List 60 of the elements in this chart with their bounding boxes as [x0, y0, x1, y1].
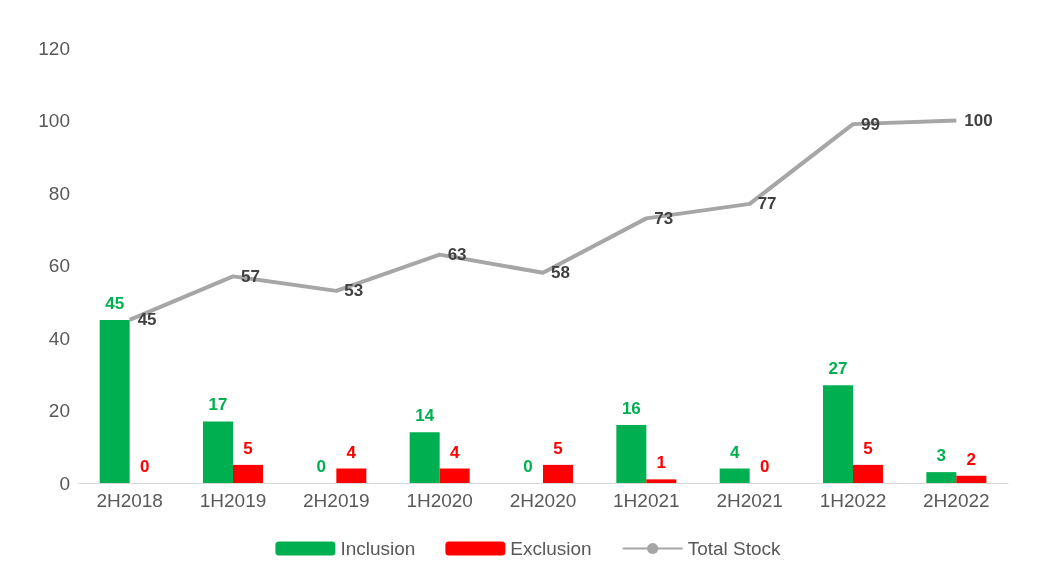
y-tick-label: 100: [38, 110, 70, 131]
data-label: 2: [966, 449, 977, 469]
data-label: 58: [551, 263, 570, 283]
data-label: 27: [828, 359, 848, 379]
data-label: 14: [415, 406, 435, 426]
data-label: 0: [759, 457, 770, 476]
x-tick-label: 2H2019: [303, 490, 370, 511]
bar: [616, 425, 647, 483]
bar: [409, 432, 440, 483]
bar: [646, 479, 677, 483]
data-label: 45: [105, 293, 125, 313]
data-label: 4: [346, 442, 357, 462]
y-tick-label: 0: [59, 472, 70, 494]
data-label: 3: [936, 446, 947, 466]
bar: [543, 464, 573, 483]
data-label: 16: [621, 399, 641, 418]
bar: [956, 475, 987, 483]
x-tick-label: 1H2021: [613, 490, 680, 511]
bar: [926, 472, 957, 483]
y-tick-label: 60: [48, 255, 70, 276]
data-label: 99: [861, 114, 880, 134]
data-label: 1: [656, 453, 667, 473]
data-label: 77: [757, 194, 777, 214]
bar: [853, 464, 883, 483]
y-tick-label: 80: [48, 182, 70, 204]
data-label: 73: [654, 208, 674, 228]
y-tick-label: 40: [48, 327, 70, 349]
y-tick-label: 20: [48, 400, 70, 421]
legend-label: Total Stock: [687, 538, 782, 559]
x-tick-label: 2H2018: [96, 490, 163, 511]
x-tick-label: 2H2022: [923, 490, 990, 511]
data-label: 5: [243, 438, 253, 458]
bar: [336, 468, 367, 483]
legend-label: Inclusion: [340, 538, 416, 559]
data-label: 4: [449, 442, 460, 462]
x-tick-label: 2H2020: [509, 490, 577, 511]
x-tick-label: 1H2020: [406, 490, 473, 511]
data-label: 0: [523, 457, 533, 476]
data-label: 100: [964, 111, 993, 130]
bar: [823, 385, 853, 483]
legend-label: Exclusion: [510, 538, 592, 559]
data-label: 0: [316, 457, 327, 476]
y-tick-label: 120: [38, 37, 70, 59]
data-label: 45: [137, 310, 157, 330]
bar: [719, 468, 750, 483]
data-label: 63: [447, 245, 467, 265]
bar: [203, 421, 233, 483]
data-label: 0: [139, 457, 150, 476]
data-label: 5: [863, 438, 873, 458]
bar: [439, 468, 470, 483]
data-label: 53: [344, 281, 364, 301]
bar: [233, 464, 263, 483]
data-label: 5: [553, 438, 563, 458]
x-tick-label: 1H2019: [199, 490, 267, 511]
data-label: 17: [208, 395, 228, 415]
x-tick-label: 1H2022: [819, 490, 887, 511]
data-label: 4: [729, 442, 740, 462]
bar: [99, 319, 130, 483]
data-label: 57: [241, 266, 260, 286]
x-tick-label: 2H2021: [716, 490, 783, 511]
